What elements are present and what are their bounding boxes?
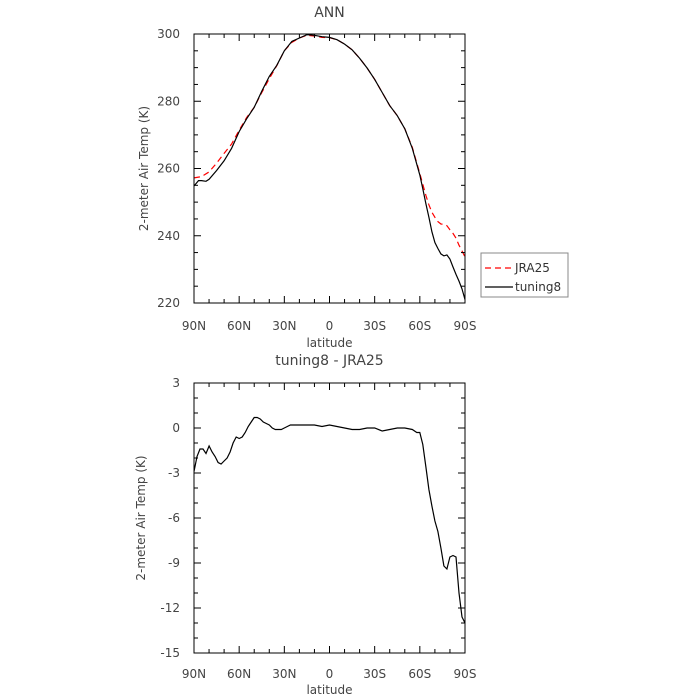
legend-label-jra25: JRA25 <box>514 261 550 275</box>
y-axis-label: 2-meter Air Temp (K) <box>134 455 148 580</box>
legend: JRA25 tuning8 <box>480 252 569 298</box>
chart-title: tuning8 - JRA25 <box>275 353 383 369</box>
x-tick-label: 90N <box>182 667 206 681</box>
x-tick-label: 90S <box>454 319 477 333</box>
plot-frame <box>193 33 466 304</box>
x-tick-label: 60N <box>227 319 251 333</box>
x-tick-label: 30S <box>363 319 386 333</box>
y-tick-label: 0 <box>172 421 180 435</box>
legend-box <box>480 252 569 298</box>
x-tick-label: 60S <box>408 667 431 681</box>
x-axis-label: latitude <box>306 336 352 350</box>
chart-panel-1: 90N 60N 30N 0 30S 60S 90S 220 240 260 280 300 ANN lat… <box>137 5 476 350</box>
x-tick-label: 30S <box>363 667 386 681</box>
y-tick-label: 300 <box>157 27 180 41</box>
y-tick-label: 220 <box>157 296 180 310</box>
series-line-tuning8 <box>194 34 465 300</box>
legend-label-tuning8: tuning8 <box>515 280 561 294</box>
y-tick-label: 3 <box>172 376 180 390</box>
y-tick-label: 280 <box>157 94 180 108</box>
x-tick-label: 90S <box>454 667 477 681</box>
y-tick-label: 260 <box>157 162 180 176</box>
chart-panel-2: 90N 60N 30N 0 30S 60S 90S -15 -12 -9 -6 -3 0 3 tuning8… <box>134 353 476 697</box>
x-tick-label: 30N <box>272 319 296 333</box>
x-tick-label: 30N <box>272 667 296 681</box>
x-axis-label: latitude <box>306 683 352 697</box>
y-tick-label: 240 <box>157 229 180 243</box>
plot-frame <box>193 382 466 654</box>
y-axis-label: 2-meter Air Temp (K) <box>137 106 151 231</box>
x-tick-label: 90N <box>182 319 206 333</box>
chart-title: ANN <box>314 5 345 21</box>
series-line-difference <box>194 416 465 624</box>
x-tick-label: 60S <box>408 319 431 333</box>
x-tick-label: 0 <box>326 319 334 333</box>
y-tick-label: -6 <box>168 511 180 525</box>
y-tick-label: -3 <box>168 466 180 480</box>
y-tick-label: -9 <box>168 556 180 570</box>
x-tick-label: 60N <box>227 667 251 681</box>
x-tick-label: 0 <box>326 667 334 681</box>
y-tick-label: -15 <box>160 646 180 660</box>
y-tick-label: -12 <box>160 601 180 615</box>
series-line-jra25 <box>194 34 465 258</box>
